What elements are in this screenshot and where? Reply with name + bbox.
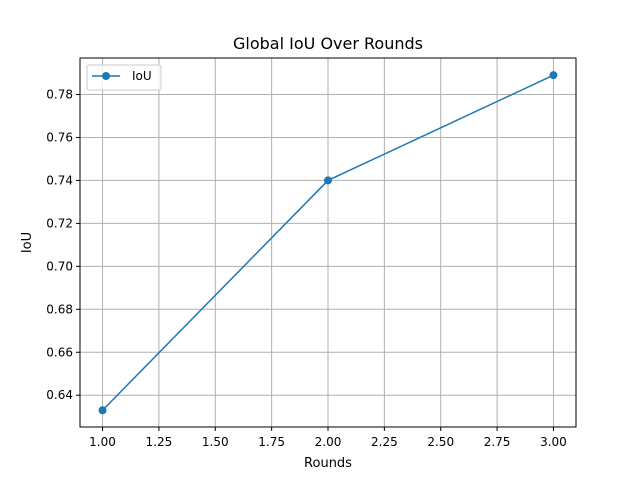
data-point [98,406,107,415]
y-axis-label: IoU [20,232,35,253]
series-layer [98,71,558,415]
y-tick-label: 0.78 [46,88,73,102]
legend: IoU [86,64,162,91]
y-tick-label: 0.72 [46,216,73,230]
y-tick-label: 0.64 [46,388,73,402]
y-tick-label: 0.66 [46,345,73,359]
chart-title: Global IoU Over Rounds [233,34,423,53]
x-tick-label: 1.75 [258,435,285,449]
legend-marker-swatch [102,72,110,80]
x-tick-label: 1.25 [146,435,173,449]
x-tick-label: 2.25 [371,435,398,449]
x-axis-label: Rounds [304,456,352,471]
x-tick-label: 3.00 [540,435,567,449]
y-tick-label: 0.74 [46,173,73,187]
x-tick-label: 2.75 [484,435,511,449]
x-tick-label: 2.50 [427,435,454,449]
legend-box [86,64,162,91]
y-tick-label: 0.76 [46,130,73,144]
data-point [549,71,558,80]
x-axis: 1.00 1.25 1.50 1.75 2.00 2.25 2.50 2.75 3.00 [89,427,567,449]
legend-label-iou: IoU [132,69,152,83]
x-tick-label: 1.00 [89,435,116,449]
x-tick-label: 1.50 [202,435,229,449]
x-tick-label: 2.00 [315,435,342,449]
y-tick-label: 0.70 [46,259,73,273]
y-tick-label: 0.68 [46,302,73,316]
y-axis: 0.64 0.66 0.68 0.70 0.72 0.74 0.76 0.78 [46,88,80,402]
data-point [324,176,332,185]
